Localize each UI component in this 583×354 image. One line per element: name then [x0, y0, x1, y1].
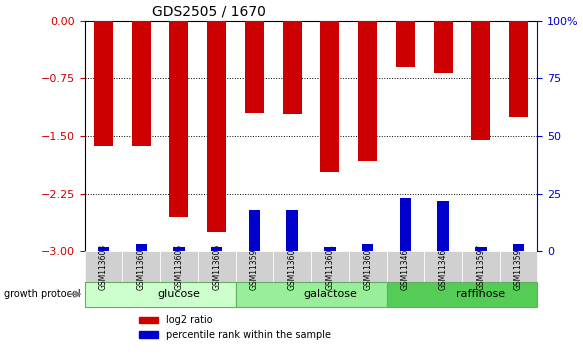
- Bar: [211, 247, 222, 251]
- Bar: [358, 21, 377, 161]
- FancyBboxPatch shape: [160, 251, 198, 282]
- Bar: [513, 244, 524, 251]
- Legend: log2 ratio, percentile rank within the sample: log2 ratio, percentile rank within the s…: [135, 312, 335, 344]
- Text: GSM113601: GSM113601: [325, 244, 335, 290]
- Bar: [173, 247, 185, 251]
- Text: GSM113465: GSM113465: [401, 243, 410, 290]
- Bar: [98, 247, 109, 251]
- Bar: [283, 21, 301, 114]
- Text: GSM113598: GSM113598: [514, 244, 523, 290]
- Text: GDS2505 / 1670: GDS2505 / 1670: [153, 4, 266, 18]
- Bar: [509, 21, 528, 117]
- FancyBboxPatch shape: [236, 282, 387, 307]
- Bar: [132, 21, 150, 146]
- FancyBboxPatch shape: [198, 251, 236, 282]
- FancyBboxPatch shape: [85, 282, 236, 307]
- FancyBboxPatch shape: [387, 282, 538, 307]
- Text: GSM113597: GSM113597: [476, 243, 486, 290]
- FancyBboxPatch shape: [122, 251, 160, 282]
- Text: raffinose: raffinose: [456, 289, 505, 299]
- Bar: [321, 21, 339, 172]
- Bar: [286, 210, 298, 251]
- Text: GSM113599: GSM113599: [250, 243, 259, 290]
- Bar: [245, 21, 264, 113]
- Bar: [434, 21, 452, 73]
- Text: galactose: galactose: [303, 289, 357, 299]
- Text: growth protocol: growth protocol: [4, 289, 81, 299]
- Bar: [249, 210, 260, 251]
- Text: GSM113605: GSM113605: [174, 243, 184, 290]
- Bar: [170, 21, 188, 217]
- Text: GSM113603: GSM113603: [99, 243, 108, 290]
- FancyBboxPatch shape: [500, 251, 538, 282]
- Bar: [94, 21, 113, 146]
- Bar: [472, 21, 490, 140]
- FancyBboxPatch shape: [387, 251, 424, 282]
- FancyBboxPatch shape: [462, 251, 500, 282]
- Bar: [475, 247, 487, 251]
- Text: GSM113602: GSM113602: [363, 244, 372, 290]
- FancyBboxPatch shape: [424, 251, 462, 282]
- Text: GSM113604: GSM113604: [136, 243, 146, 290]
- FancyBboxPatch shape: [85, 251, 122, 282]
- FancyBboxPatch shape: [311, 251, 349, 282]
- Bar: [135, 244, 147, 251]
- Bar: [396, 21, 415, 67]
- Bar: [324, 247, 336, 251]
- FancyBboxPatch shape: [236, 251, 273, 282]
- Bar: [400, 198, 411, 251]
- Bar: [362, 244, 373, 251]
- Bar: [207, 21, 226, 232]
- FancyBboxPatch shape: [273, 251, 311, 282]
- FancyBboxPatch shape: [349, 251, 387, 282]
- Text: GSM113606: GSM113606: [212, 243, 221, 290]
- Text: GSM113466: GSM113466: [438, 243, 448, 290]
- Text: glucose: glucose: [157, 289, 201, 299]
- Text: GSM113600: GSM113600: [287, 243, 297, 290]
- Bar: [437, 201, 449, 251]
